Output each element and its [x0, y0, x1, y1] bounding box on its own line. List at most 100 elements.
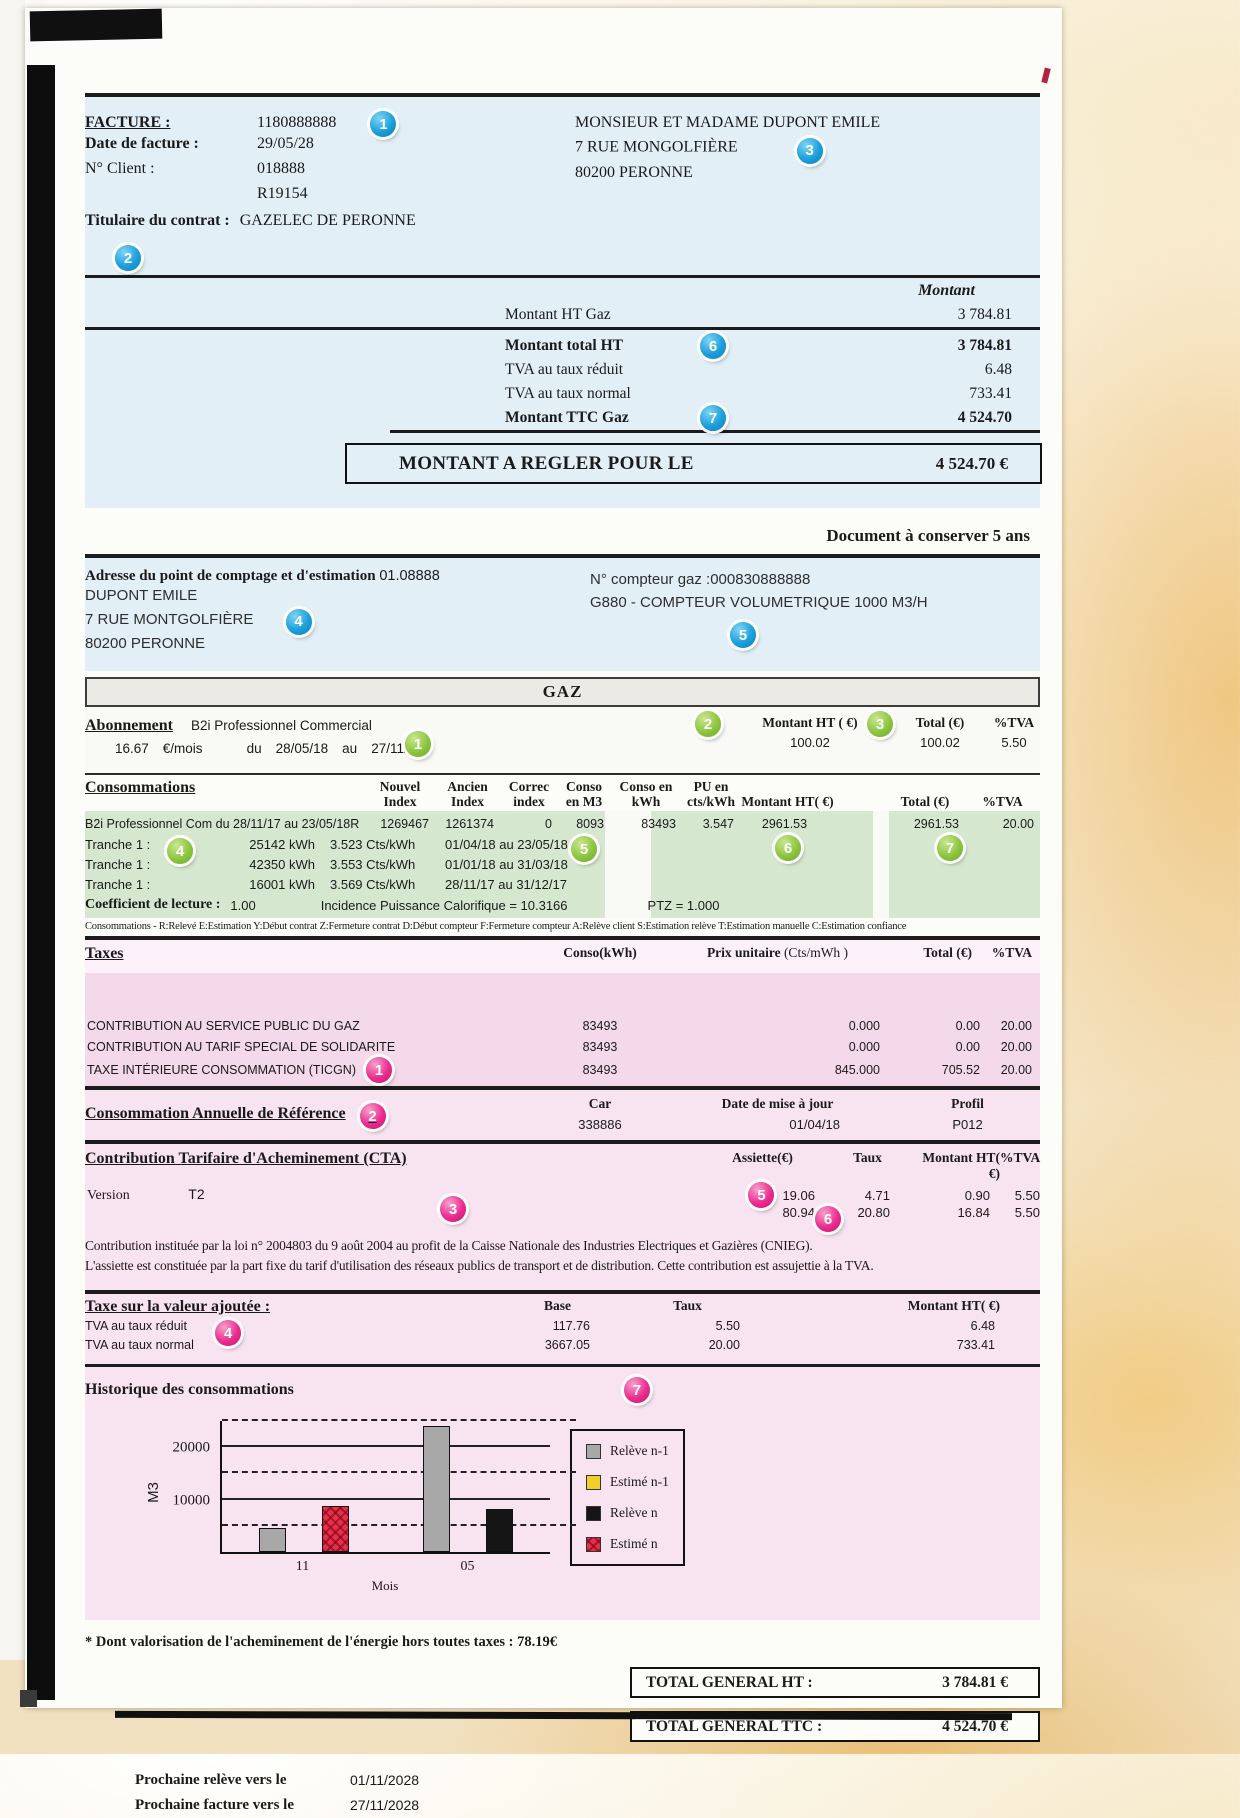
tranche-row: Tranche 1 : 25142 kWh 3.523 Cts/kWh 01/0…: [85, 834, 1040, 854]
callout-badge-7-pink: 7: [623, 1377, 650, 1403]
tax-label: CONTRIBUTION AU TARIF SPECIAL DE SOLIDAR…: [87, 1039, 396, 1054]
bar-relève-n-1-month-05: [422, 1426, 450, 1552]
conso-correc-index: 0: [545, 816, 552, 831]
total-ht-value: 3 784.81: [957, 337, 1012, 354]
abonnement-rate-row: 16.67 €/mois du 28/05/18 au 27/11/18: [115, 741, 1040, 756]
callout-badge-5-blue: 5: [730, 622, 756, 648]
chart-y-axis-label: M3: [145, 1482, 162, 1503]
tva-reduit-value: 6.48: [984, 361, 1012, 378]
tax-tva: 20.00: [1000, 1063, 1032, 1077]
tranche-price: 3.523 Cts/kWh: [330, 836, 416, 852]
amounts-summary-table: Montant Montant HT Gaz 3 784.81 Montant …: [85, 275, 1042, 484]
tranche-period: 28/11/17 au 31/12/17: [445, 876, 567, 892]
legend-label: Relève n: [610, 1505, 658, 1520]
dashed-gridline: [222, 1471, 577, 1474]
page-margin: [0, 0, 25, 1660]
conso-m3: 8093: [576, 816, 604, 831]
consommations-rows: B2i Professionnel Com du 28/11/17 au 23/…: [85, 811, 1040, 918]
callout-badge-2-blue: 2: [115, 245, 141, 271]
divider: [390, 430, 1040, 433]
divider: [85, 1290, 1040, 1294]
taxes-rows: CONTRIBUTION AU SERVICE PUBLIC DU GAZ 83…: [85, 973, 1040, 1086]
tax-row: TAXE INTÉRIEURE CONSOMMATION (TICGN) 1 8…: [85, 1057, 1040, 1083]
scan-artifact-top-bar: [29, 8, 163, 42]
conso-nouvel-index: 1269467: [380, 816, 429, 831]
legend-item: Estimé n: [586, 1536, 669, 1552]
tranche-label: Tranche 1 :: [85, 836, 151, 852]
conso-main-label: B2i Professionnel Com du 28/11/17 au 23/…: [85, 816, 360, 831]
metering-address-city: 80200 PERONNE: [85, 635, 206, 652]
tax-tva: 20.00: [1000, 1018, 1032, 1033]
facture-label: FACTURE :: [85, 113, 171, 131]
cta-header-assiette: Assiette(€): [732, 1150, 793, 1165]
car-col-profil: Profil P012: [895, 1096, 1040, 1132]
consumption-history-section: Historique des consommations 7 M3 10000 2…: [85, 1367, 1040, 1620]
header-nouvel-index: Nouvel Index: [379, 779, 421, 809]
abonnement-rate-unit: €/mois: [162, 741, 203, 756]
callout-badge-3-blue: 3: [796, 138, 823, 164]
consumption-bar-chart: M3 10000 20000 11 05 Mois Relève n-1 Estimé…: [145, 1419, 1040, 1594]
meter-info-block: N° compteur gaz :000830888888 G880 - COM…: [590, 568, 928, 655]
legend-item: Relève n-1: [586, 1443, 669, 1459]
callout-badge-5-green: 5: [571, 836, 597, 862]
abonnement-tva-header: %TVA: [993, 715, 1035, 730]
tva-reduit-label: TVA au taux réduit: [505, 361, 624, 378]
tva-title: Taxe sur la valeur ajoutée :: [85, 1298, 271, 1315]
tva-normal-value: 733.41: [969, 385, 1012, 402]
car-title: Consommation Annuelle de Référence 2: [85, 1096, 540, 1132]
legend-item: Estimé n-1: [586, 1474, 669, 1490]
amount-row-ttc: Montant TTC Gaz 7 4 524.70: [85, 405, 1040, 431]
car-col-car: Car 338886: [540, 1096, 660, 1132]
next-reading-row: Prochaine relève vers le 01/11/2028: [135, 1768, 1040, 1793]
divider: [85, 327, 1040, 330]
next-reading-value: 01/11/2028: [350, 1772, 420, 1788]
tva-row: TVA au taux normal 3667.05 20.00 733.41: [85, 1335, 1040, 1354]
callout-badge-5-pink: 5: [748, 1182, 775, 1208]
header-conso-m3: Conso en M3: [565, 779, 603, 809]
client-number-label: N° Client :: [85, 160, 155, 177]
callout-badge-4-blue: 4: [285, 609, 312, 635]
amount-row-total-ht: Montant total HT 6 3 784.81: [85, 333, 1040, 359]
recipient-name: MONSIEUR ET MADAME DUPONT EMILE: [575, 114, 881, 131]
metering-address-block: Adresse du point de comptage et d'estima…: [85, 568, 590, 655]
callout-badge-1-green: 1: [405, 731, 431, 757]
chart-group-05: [386, 1421, 550, 1552]
total-general-ttc-value: 4 524.70 €: [942, 1717, 1008, 1735]
callout-badge-3-pink: 3: [440, 1196, 466, 1222]
header-pu: PU en cts/kWh: [686, 779, 735, 809]
gridline: [222, 1497, 550, 1500]
valorisation-footnote: * Dont valorisation de l'acheminement de…: [85, 1634, 558, 1650]
tva-row-label: TVA au taux normal: [85, 1337, 194, 1352]
abonnement-total-value: 100.02: [920, 735, 960, 750]
header-ancien-index: Ancien Index: [447, 779, 488, 809]
client-number-value: 018888: [257, 160, 305, 177]
cta-tva: 5.50: [1014, 1204, 1040, 1220]
taxes-zone: Taxes Conso(kWh) Prix unitaire (Cts/mWh …: [85, 936, 1040, 1620]
tax-row: CONTRIBUTION AU TARIF SPECIAL DE SOLIDAR…: [85, 1036, 1040, 1057]
conso-tva: 20.00: [1002, 816, 1034, 831]
callout-badge-6-pink: 6: [815, 1206, 841, 1232]
dashed-gridline: [222, 1523, 577, 1526]
client-ref-row: R19154: [85, 185, 575, 210]
ttc-value: 4 524.70: [957, 409, 1012, 426]
conso-ancien-index: 1261374: [445, 816, 494, 831]
total-general-ttc-label: TOTAL GENERAL TTC :: [646, 1717, 823, 1735]
abonnement-rate: 16.67: [115, 741, 149, 756]
header-tva: %TVA: [982, 794, 1023, 809]
abonnement-title-row: Abonnement B2i Professionnel Commercial: [85, 717, 1040, 735]
cta-tva: 5.50: [1014, 1187, 1040, 1203]
abonnement-plan: B2i Professionnel Commercial: [191, 718, 372, 733]
chart-y-ticks: 10000 20000: [162, 1421, 220, 1554]
history-title-row: Historique des consommations 7: [85, 1377, 1040, 1403]
cta-note-2: L'assiette est constituée par la part fi…: [85, 1258, 874, 1273]
divider: [85, 275, 1040, 278]
gridline: [222, 1445, 550, 1448]
tranche-period: 01/04/18 au 23/05/18: [445, 836, 568, 852]
tva-base: 3667.05: [544, 1337, 590, 1352]
coefficient-label: Coefficient de lecture :: [85, 897, 221, 912]
recipient-city: 80200 PERONNE: [575, 164, 693, 181]
coefficient-value: 1.00: [230, 897, 256, 913]
tva-montant: 733.41: [956, 1337, 995, 1352]
callout-badge-6-blue: 6: [700, 333, 726, 359]
x-tick-label: 05: [460, 1559, 475, 1574]
